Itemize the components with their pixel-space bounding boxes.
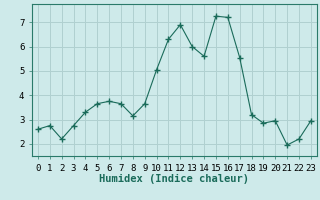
X-axis label: Humidex (Indice chaleur): Humidex (Indice chaleur) xyxy=(100,174,249,184)
